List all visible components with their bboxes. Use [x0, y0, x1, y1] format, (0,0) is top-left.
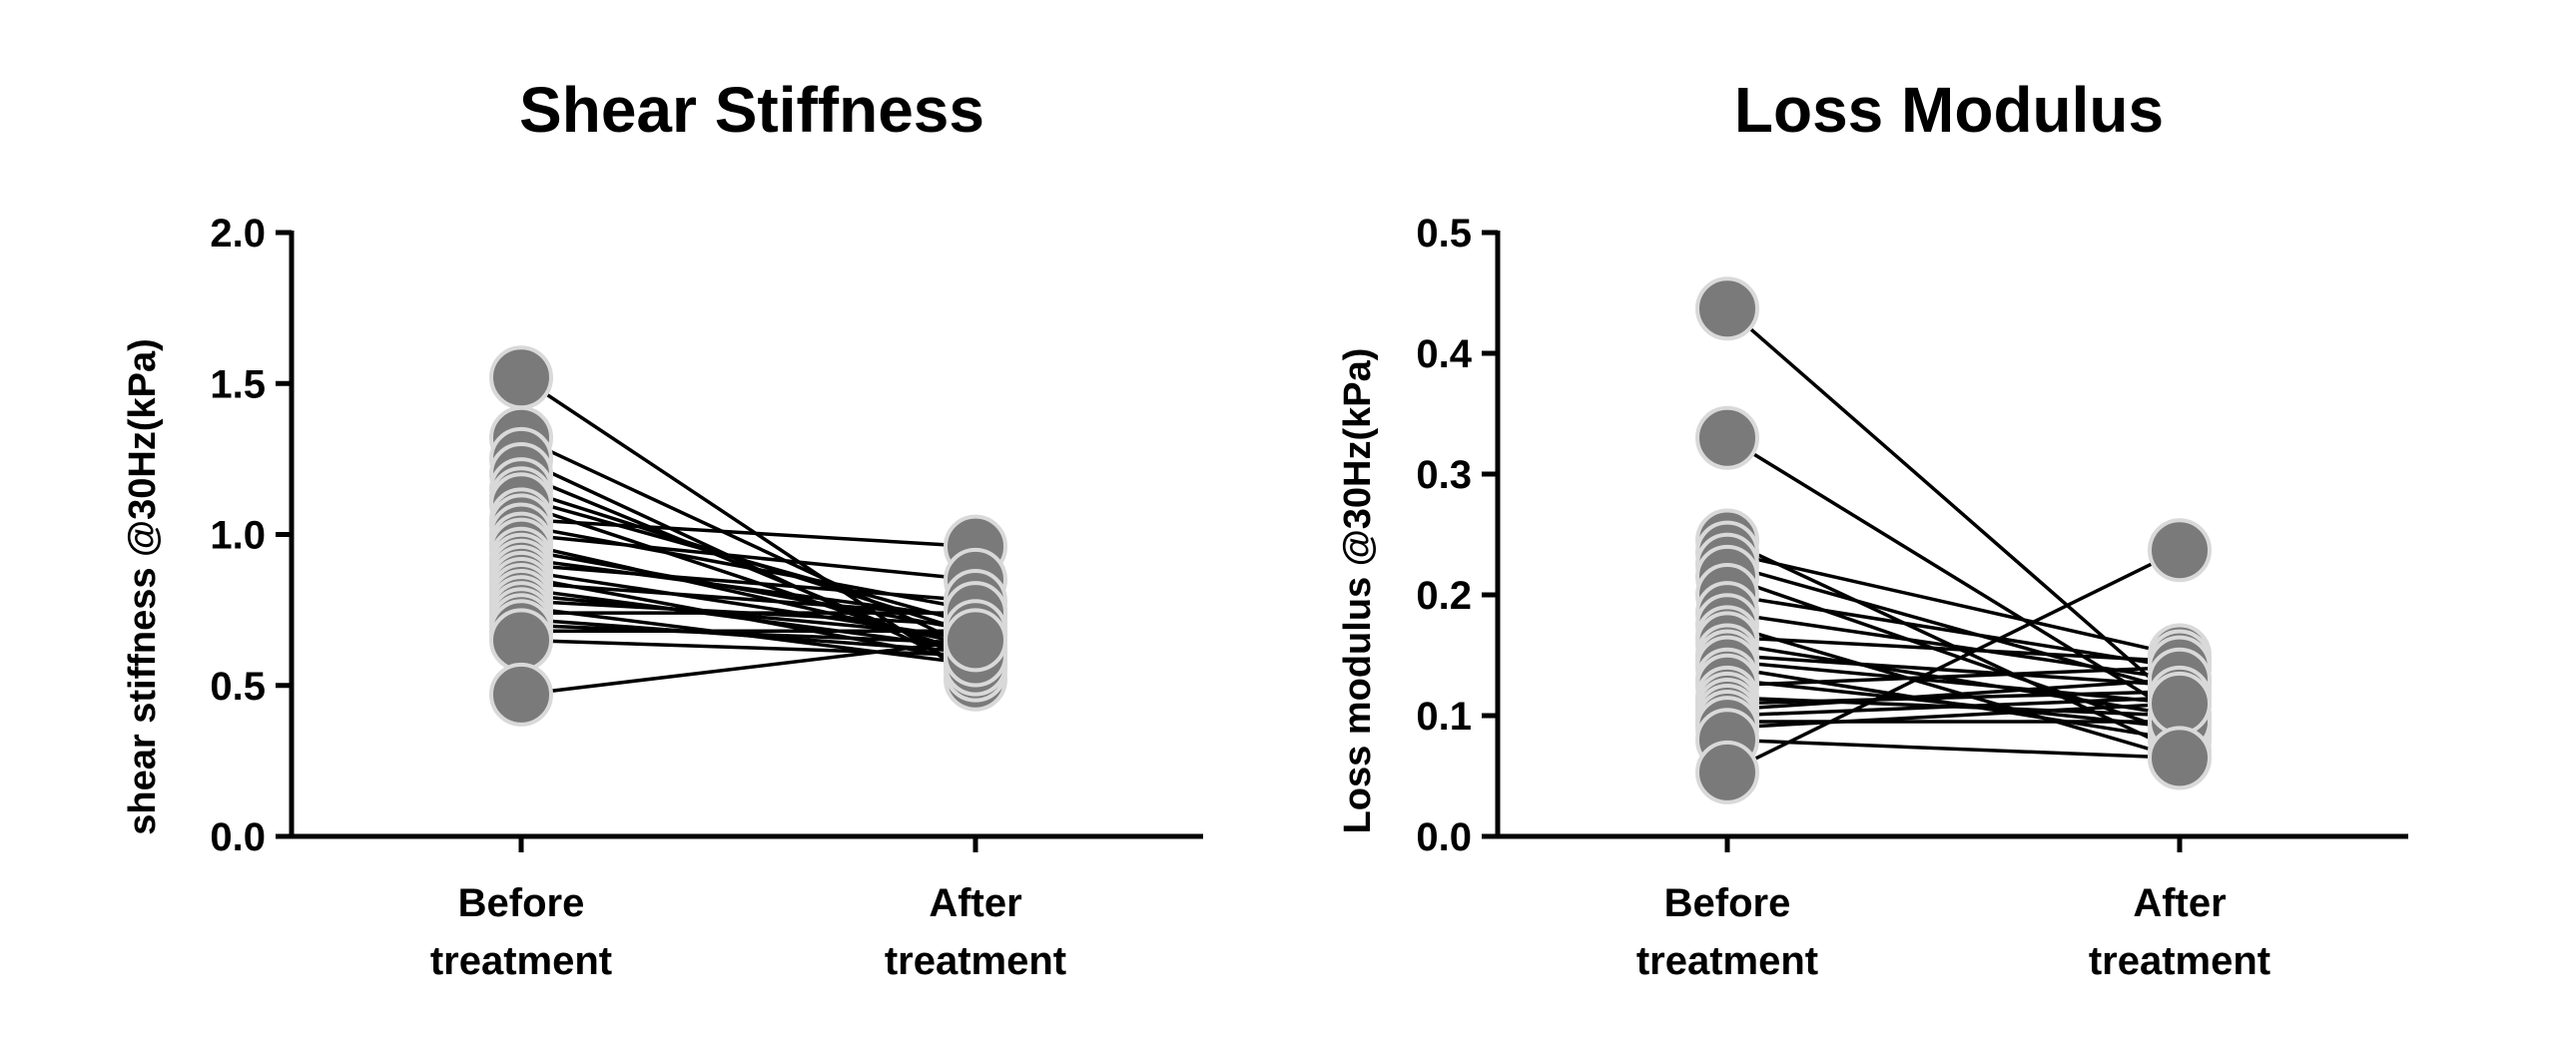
before-point — [1695, 740, 1759, 804]
pair-line — [1726, 665, 2181, 688]
x-category-label-line: treatment — [885, 939, 1066, 983]
pair-line — [520, 563, 976, 603]
y-tick-label: 1.0 — [210, 514, 266, 558]
pair-line — [1726, 702, 2181, 730]
chart-title: Loss Modulus — [1734, 74, 2164, 146]
before-point — [1695, 405, 1759, 470]
y-tick-label: 0.2 — [1416, 574, 1472, 618]
pair-line-group — [520, 375, 976, 697]
data-point-group — [489, 345, 1007, 727]
pair-line-group — [1725, 306, 2182, 775]
pair-line — [520, 532, 976, 582]
pair-line — [520, 496, 976, 627]
x-category-label-line: Before — [458, 881, 585, 925]
x-category-label: After treatment — [885, 881, 1066, 983]
pair-line — [1726, 548, 2181, 775]
y-tick-label: 1.5 — [210, 362, 266, 406]
pair-line — [520, 457, 976, 673]
loss-modulus-chart: Loss Modulus Loss modulus @30Hz(kPa) 0.0… — [1337, 74, 2408, 983]
x-category-label-line: Before — [1664, 881, 1791, 925]
x-category-label: Before treatment — [1636, 881, 1818, 983]
pair-line — [1726, 738, 2181, 761]
y-tick-label: 0.3 — [1416, 453, 1472, 497]
pair-line — [1726, 677, 2181, 730]
pair-line — [1726, 659, 2181, 706]
y-tick-label: 0.0 — [1416, 815, 1472, 859]
after-point — [2148, 671, 2212, 736]
x-category-label-line: treatment — [2089, 939, 2270, 983]
chart-title: Shear Stiffness — [519, 74, 984, 146]
pair-line — [1726, 653, 2181, 688]
pair-line — [1726, 641, 2181, 718]
y-tick-group: 0.0 0.5 1.0 1.5 2.0 — [210, 212, 292, 859]
pair-line — [1726, 593, 2181, 670]
axes — [289, 231, 1203, 839]
x-category-group: Before treatment After treatment — [430, 836, 1066, 983]
y-tick-label: 0.1 — [1416, 695, 1472, 739]
pair-line — [520, 638, 976, 697]
pair-line — [1726, 677, 2181, 712]
pair-line — [1726, 611, 2181, 682]
before-point — [489, 345, 553, 410]
before-point — [489, 608, 553, 673]
pair-line — [1726, 550, 2181, 658]
y-tick-label: 0.0 — [210, 815, 266, 859]
pair-line — [520, 517, 976, 549]
y-tick-label: 2.0 — [210, 212, 266, 256]
pair-line — [1726, 696, 2181, 718]
pair-line — [520, 638, 976, 658]
y-tick-label: 0.4 — [1416, 332, 1472, 376]
y-tick-label: 0.5 — [210, 665, 266, 709]
y-tick-group: 0.0 0.1 0.2 0.3 0.4 0.5 — [1416, 212, 1498, 859]
before-point — [1695, 276, 1759, 341]
pair-line — [1726, 690, 2181, 706]
x-category-label: Before treatment — [430, 881, 612, 983]
after-point — [2148, 726, 2212, 790]
pair-line — [1726, 635, 2181, 664]
y-axis-label: shear stiffness @30Hz(kPa) — [122, 338, 164, 834]
axes — [1495, 231, 2408, 839]
data-point-group — [1695, 276, 2212, 804]
y-tick-label: 0.5 — [1416, 212, 1472, 256]
x-category-group: Before treatment After treatment — [1636, 836, 2270, 983]
pair-line — [1726, 623, 2181, 761]
pair-line — [520, 623, 976, 646]
shear-stiffness-chart: Shear Stiffness shear stiffness @30Hz(kP… — [122, 74, 1203, 983]
before-point — [489, 662, 553, 727]
x-category-label-line: treatment — [1636, 939, 1818, 983]
x-category-label-line: After — [2133, 881, 2226, 925]
pair-line — [520, 581, 976, 618]
x-category-label-line: treatment — [430, 939, 612, 983]
y-axis-label: Loss modulus @30Hz(kPa) — [1337, 348, 1379, 834]
after-point — [2148, 518, 2212, 583]
after-point — [944, 608, 1007, 673]
x-category-label: After treatment — [2089, 881, 2270, 983]
x-category-label-line: After — [929, 881, 1021, 925]
